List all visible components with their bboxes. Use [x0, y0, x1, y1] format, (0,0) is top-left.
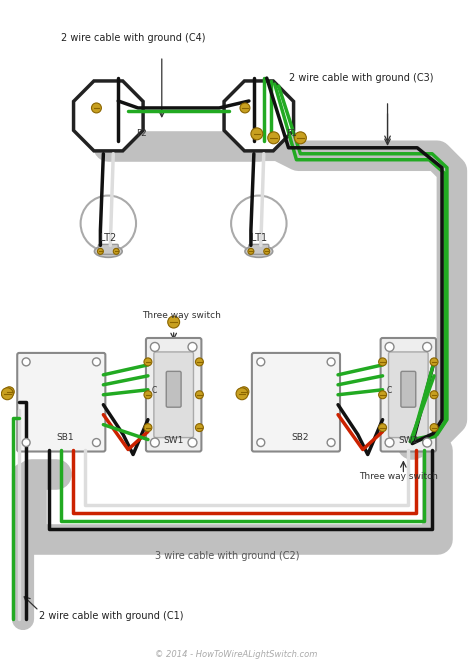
Text: Three way switch: Three way switch	[359, 472, 438, 482]
Text: SW1: SW1	[164, 436, 184, 445]
Circle shape	[98, 249, 103, 255]
Polygon shape	[224, 81, 293, 151]
Circle shape	[188, 438, 197, 447]
Circle shape	[236, 388, 248, 400]
Circle shape	[251, 128, 263, 140]
Circle shape	[379, 423, 387, 431]
Circle shape	[379, 391, 387, 399]
Text: F2: F2	[136, 129, 147, 138]
Text: © 2014 - HowToWireALightSwitch.com: © 2014 - HowToWireALightSwitch.com	[155, 650, 317, 659]
Circle shape	[385, 342, 394, 352]
Circle shape	[144, 423, 152, 431]
Text: 2 wire cable with ground (C4): 2 wire cable with ground (C4)	[61, 34, 205, 44]
Circle shape	[91, 103, 101, 113]
Circle shape	[294, 132, 306, 144]
Text: F1: F1	[287, 129, 297, 138]
Text: C: C	[152, 386, 157, 395]
Circle shape	[248, 249, 254, 255]
Circle shape	[22, 358, 30, 366]
Text: 2 wire cable with ground (C3): 2 wire cable with ground (C3)	[289, 73, 433, 83]
FancyBboxPatch shape	[154, 352, 193, 438]
FancyBboxPatch shape	[166, 371, 181, 407]
Circle shape	[240, 103, 250, 113]
Circle shape	[144, 391, 152, 399]
Circle shape	[430, 391, 438, 399]
Text: C: C	[387, 386, 392, 395]
Circle shape	[268, 132, 280, 144]
Text: SW2: SW2	[398, 436, 419, 445]
Circle shape	[150, 342, 159, 352]
Text: SB1: SB1	[56, 433, 74, 442]
Polygon shape	[73, 81, 143, 151]
Circle shape	[195, 423, 203, 431]
Text: 2 wire cable with ground (C1): 2 wire cable with ground (C1)	[39, 611, 183, 621]
Text: LT1: LT1	[251, 233, 267, 243]
Circle shape	[379, 358, 387, 366]
FancyBboxPatch shape	[381, 338, 436, 452]
FancyBboxPatch shape	[252, 353, 340, 452]
Text: 3 wire cable with ground (C2): 3 wire cable with ground (C2)	[155, 551, 300, 561]
FancyBboxPatch shape	[389, 352, 428, 438]
Ellipse shape	[245, 245, 273, 257]
Circle shape	[430, 358, 438, 366]
Circle shape	[22, 439, 30, 446]
Circle shape	[168, 316, 180, 328]
FancyBboxPatch shape	[17, 353, 105, 452]
Circle shape	[385, 438, 394, 447]
Circle shape	[423, 438, 432, 447]
Circle shape	[257, 439, 265, 446]
Circle shape	[144, 358, 152, 366]
Circle shape	[231, 196, 287, 251]
Circle shape	[150, 438, 159, 447]
Circle shape	[430, 423, 438, 431]
Circle shape	[423, 342, 432, 352]
Circle shape	[92, 439, 100, 446]
Text: SB2: SB2	[291, 433, 309, 442]
FancyBboxPatch shape	[146, 338, 201, 452]
Circle shape	[195, 391, 203, 399]
FancyBboxPatch shape	[249, 245, 269, 255]
Text: LT2: LT2	[100, 233, 117, 243]
Circle shape	[327, 358, 335, 366]
Circle shape	[81, 196, 136, 251]
Text: Three way switch: Three way switch	[142, 311, 221, 320]
Circle shape	[264, 249, 270, 255]
Circle shape	[92, 358, 100, 366]
Circle shape	[1, 388, 13, 400]
FancyBboxPatch shape	[401, 371, 416, 407]
Circle shape	[195, 358, 203, 366]
Circle shape	[113, 249, 119, 255]
Ellipse shape	[94, 245, 122, 257]
Circle shape	[257, 358, 265, 366]
Circle shape	[188, 342, 197, 352]
Circle shape	[327, 439, 335, 446]
FancyBboxPatch shape	[99, 245, 118, 255]
Circle shape	[4, 387, 14, 397]
Circle shape	[239, 387, 249, 397]
